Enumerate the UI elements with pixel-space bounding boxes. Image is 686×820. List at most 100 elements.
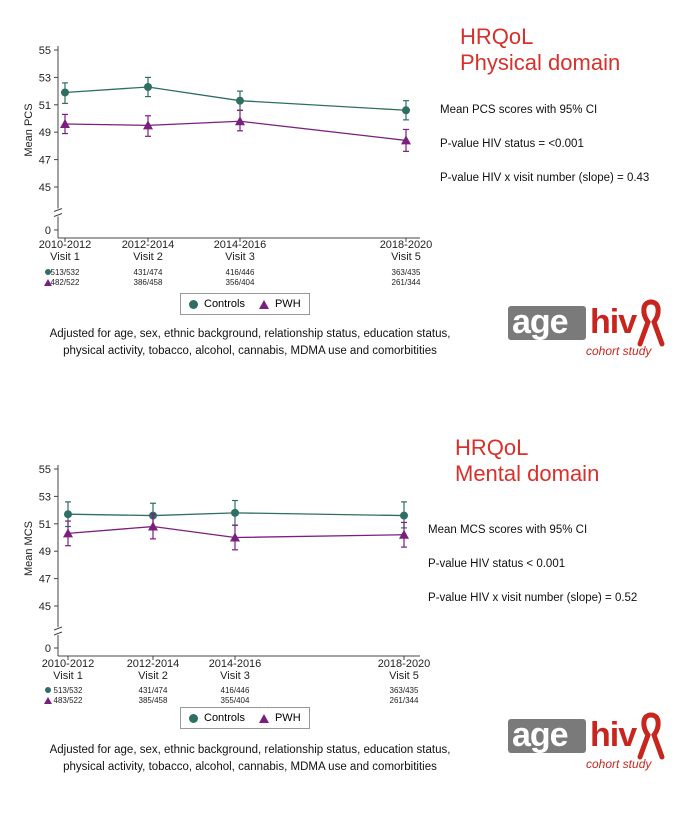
ci-note: Mean MCS scores with 95% CI — [428, 524, 588, 536]
x-tick-label-period: 2010-2012 — [42, 658, 95, 670]
legend-controls-label: Controls — [204, 712, 245, 724]
y-tick-label: 49 — [39, 546, 51, 558]
count-row-pwh-marker — [44, 697, 52, 704]
x-tick-label-visit: Visit 1 — [50, 251, 80, 263]
mental-domain-panel: 0 45 47 49 51 53 55 Mean MCS 2010-2012 Visit 1 201… — [0, 421, 686, 820]
sample-count-controls: 513/532 — [51, 268, 80, 277]
adjustment-note: Adjusted for age, sex, ethnic background… — [30, 326, 470, 360]
ci-note: Mean PCS scores with 95% CI — [440, 104, 598, 116]
slope-pvalue: P-value HIV x visit number (slope) = 0.5… — [428, 592, 638, 604]
y-tick-label: 45 — [39, 601, 51, 613]
adjustment-note: Adjusted for age, sex, ethnic background… — [30, 742, 470, 776]
legend-pwh: PWH — [258, 712, 301, 724]
x-tick-label-visit: Visit 3 — [225, 251, 255, 263]
y-tick-label: 49 — [39, 127, 51, 139]
triangle-marker-icon — [258, 713, 269, 723]
sample-count-controls: 431/474 — [134, 268, 163, 277]
stats-notes: Mean PCS scores with 95% CI P-value HIV … — [440, 104, 649, 206]
hiv-pvalue: P-value HIV status = <0.001 — [440, 138, 584, 150]
logo-age-background — [508, 719, 586, 753]
legend: Controls PWH — [180, 707, 310, 729]
legend-pwh: PWH — [258, 298, 301, 310]
x-tick-label-visit: Visit 5 — [391, 251, 421, 263]
data-point-controls — [402, 106, 410, 115]
stats-notes: Mean MCS scores with 95% CI P-value HIV … — [428, 524, 637, 626]
data-point-pwh — [60, 118, 70, 128]
slope-pvalue: P-value HIV x visit number (slope) = 0.4… — [440, 172, 650, 184]
legend: Controls PWH — [180, 293, 310, 315]
logo-subtitle: cohort study — [586, 757, 652, 771]
x-tick-label-period: 2012-2014 — [127, 658, 180, 670]
x-tick-label-period: 2014-2016 — [209, 658, 262, 670]
data-point-controls — [400, 511, 408, 520]
y-tick-label: 45 — [39, 182, 51, 194]
axis-break-mark — [53, 626, 63, 631]
x-tick-label-period: 2018-2020 — [378, 658, 431, 670]
y-tick-label: 55 — [39, 45, 51, 57]
logo-age-text: age — [512, 716, 569, 754]
x-tick-label-period: 2012-2014 — [122, 239, 175, 251]
x-tick-label-period: 2014-2016 — [214, 239, 267, 251]
circle-marker-icon — [189, 713, 198, 723]
title-line-1: HRQoL — [460, 24, 534, 49]
sample-count-pwh: 385/458 — [139, 696, 168, 705]
y-axis-title: Mean PCS — [23, 103, 35, 156]
logo-hiv-text: hiv — [590, 303, 637, 341]
data-point-pwh — [399, 529, 409, 539]
legend-controls-label: Controls — [204, 298, 245, 310]
legend-pwh-label: PWH — [274, 298, 301, 310]
y-tick-label: 51 — [39, 519, 51, 531]
axis-break-mark — [53, 631, 63, 636]
legend-controls: Controls — [189, 298, 245, 310]
axis-break-gap — [53, 208, 63, 217]
y-tick-label: 55 — [39, 464, 51, 476]
series-line-triangle — [64, 120, 407, 142]
logo-hiv-text: hiv — [590, 716, 637, 754]
data-point-pwh — [148, 521, 158, 531]
axis-break-mark — [53, 213, 63, 217]
hiv-pvalue: P-value HIV status < 0.001 — [428, 558, 566, 570]
sample-count-controls: 416/446 — [221, 686, 250, 695]
count-row-controls-marker — [45, 269, 51, 275]
adjustment-line-1: Adjusted for age, sex, ethnic background… — [49, 744, 451, 756]
red-ribbon-icon — [637, 299, 665, 347]
sample-count-pwh: 355/404 — [221, 696, 250, 705]
sample-count-controls: 363/435 — [392, 268, 421, 277]
series-line-circle — [64, 86, 407, 111]
data-point-controls — [61, 88, 69, 97]
series-line-triangle — [67, 525, 405, 539]
red-ribbon-icon — [637, 712, 665, 760]
sample-count-pwh: 483/522 — [54, 696, 83, 705]
data-point-controls — [64, 510, 72, 519]
series-line-circle — [67, 512, 405, 517]
data-point-pwh — [235, 116, 245, 126]
agehiv-logo: age hiv cohort study — [508, 299, 678, 366]
data-point-pwh — [63, 528, 73, 538]
adjustment-line-1: Adjusted for age, sex, ethnic background… — [49, 328, 451, 340]
adjustment-line-2: physical activity, tobacco, alcohol, can… — [63, 345, 437, 357]
legend-controls: Controls — [189, 712, 245, 724]
data-point-controls — [144, 82, 152, 91]
data-point-controls — [236, 96, 244, 105]
y-tick-label: 0 — [45, 643, 51, 655]
data-point-pwh — [230, 532, 240, 542]
logo-age-background — [508, 306, 586, 340]
logo-age-text: age — [512, 303, 569, 341]
title-line-2: Mental domain — [455, 461, 600, 486]
sample-count-pwh: 261/344 — [390, 696, 419, 705]
sample-count-controls: 513/532 — [54, 686, 83, 695]
x-tick-label-period: 2010-2012 — [39, 239, 92, 251]
axis-break-mark — [53, 208, 63, 212]
circle-marker-icon — [189, 299, 198, 309]
panel-title: HRQoL Mental domain — [455, 435, 599, 487]
x-tick-label-visit: Visit 1 — [53, 670, 83, 682]
logo-subtitle: cohort study — [586, 344, 652, 358]
sample-count-controls: 363/435 — [390, 686, 419, 695]
x-tick-label-visit: Visit 3 — [220, 670, 250, 682]
sample-count-controls: 416/446 — [226, 268, 255, 277]
x-tick-label-visit: Visit 2 — [138, 670, 168, 682]
title-line-1: HRQoL — [455, 435, 529, 460]
sample-count-pwh: 482/522 — [51, 278, 80, 287]
